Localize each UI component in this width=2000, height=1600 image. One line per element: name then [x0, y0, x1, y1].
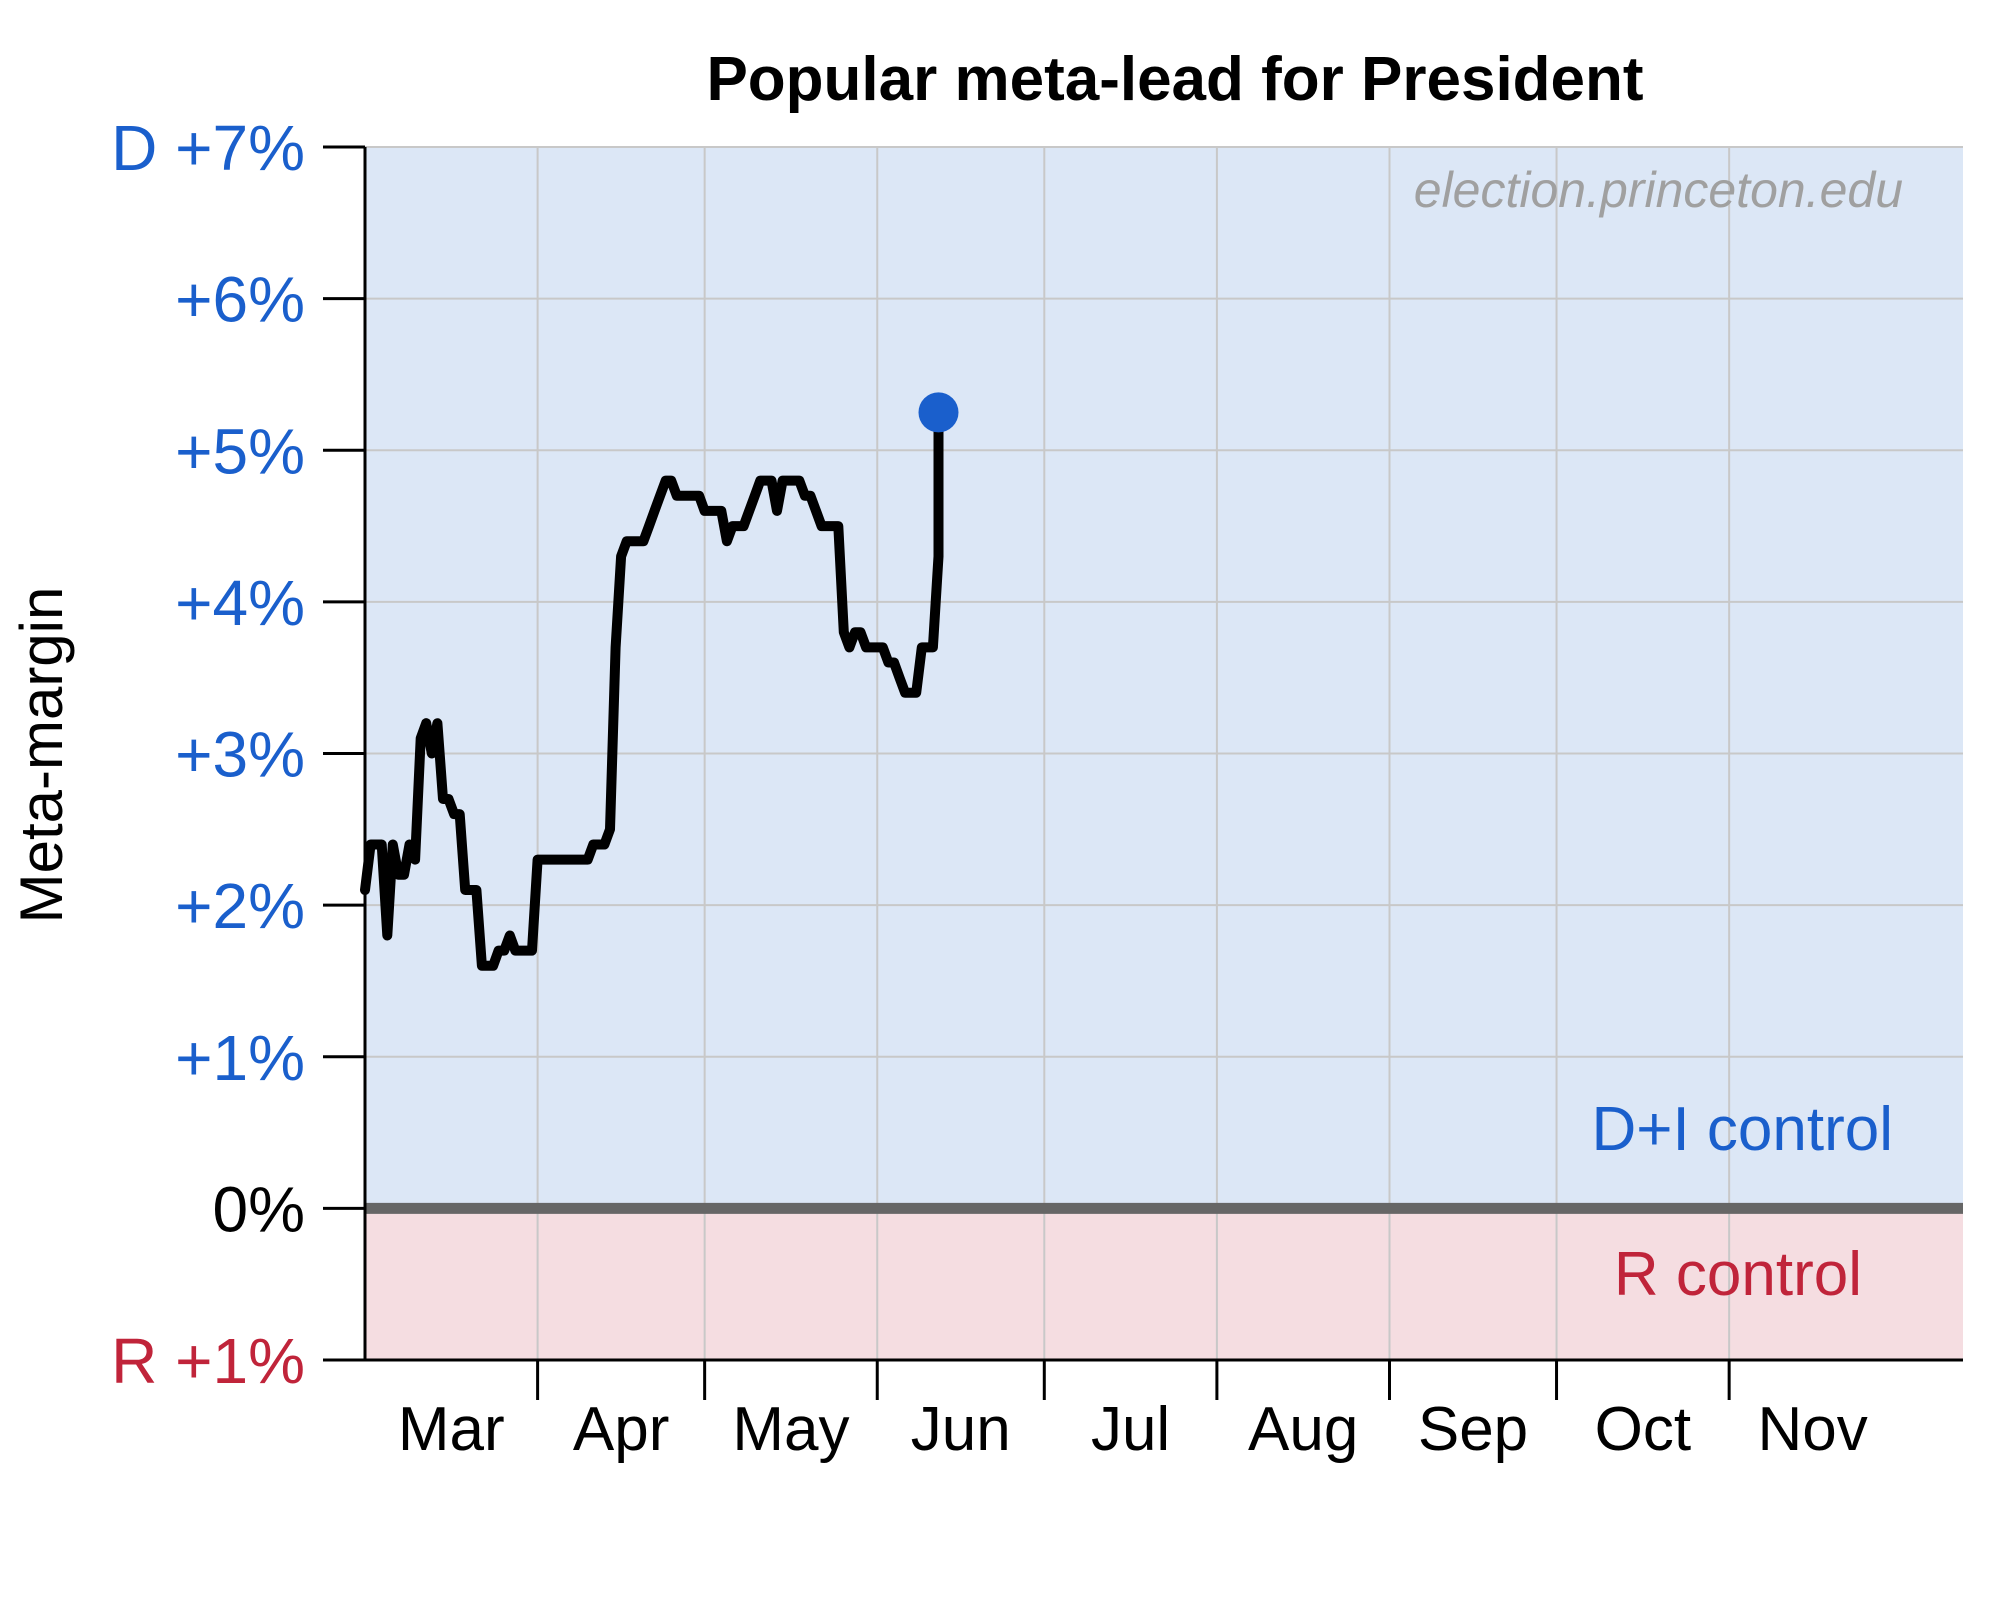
- meta-margin-series-line: [360, 407, 944, 971]
- dem-control-label: D+I control: [1591, 1095, 1893, 1164]
- x-tick-label: Aug: [1248, 1395, 1358, 1464]
- y-tick-label: +6%: [175, 264, 305, 336]
- x-tick-label: Oct: [1595, 1395, 1691, 1464]
- x-tick-label: May: [732, 1395, 849, 1464]
- x-tick-label: Apr: [573, 1395, 669, 1464]
- y-tick-label: +1%: [175, 1022, 305, 1094]
- x-tick-label: Mar: [398, 1395, 505, 1464]
- x-tick-label: Jun: [911, 1395, 1011, 1464]
- rep-control-label: R control: [1614, 1240, 1862, 1309]
- y-tick-label: +3%: [175, 719, 305, 791]
- grid-lines: [365, 146, 1963, 1360]
- y-tick-label: R +1%: [111, 1325, 305, 1397]
- y-ticks: D +7% +6% +5% +4% +3% +2% +1% 0% R +1%: [111, 112, 365, 1397]
- y-axis-label: Meta-margin: [8, 587, 75, 924]
- x-tick-label: Sep: [1418, 1395, 1528, 1464]
- y-tick-label: +4%: [175, 567, 305, 639]
- y-tick-label: 0%: [213, 1173, 306, 1245]
- y-tick-label: D +7%: [111, 112, 305, 184]
- watermark-text: election.princeton.edu: [1414, 162, 1903, 218]
- chart-title: Popular meta-lead for President: [706, 45, 1643, 114]
- rep-control-region: [365, 1208, 1963, 1360]
- y-tick-label: +2%: [175, 870, 305, 942]
- x-ticks: Mar Apr May Jun Jul Aug Sep Oct Nov: [398, 1360, 1868, 1464]
- y-tick-label: +5%: [175, 415, 305, 487]
- latest-value-marker: [918, 392, 959, 433]
- x-tick-label: Nov: [1758, 1395, 1868, 1464]
- x-tick-label: Jul: [1091, 1395, 1170, 1464]
- dem-control-region: [365, 147, 1963, 1209]
